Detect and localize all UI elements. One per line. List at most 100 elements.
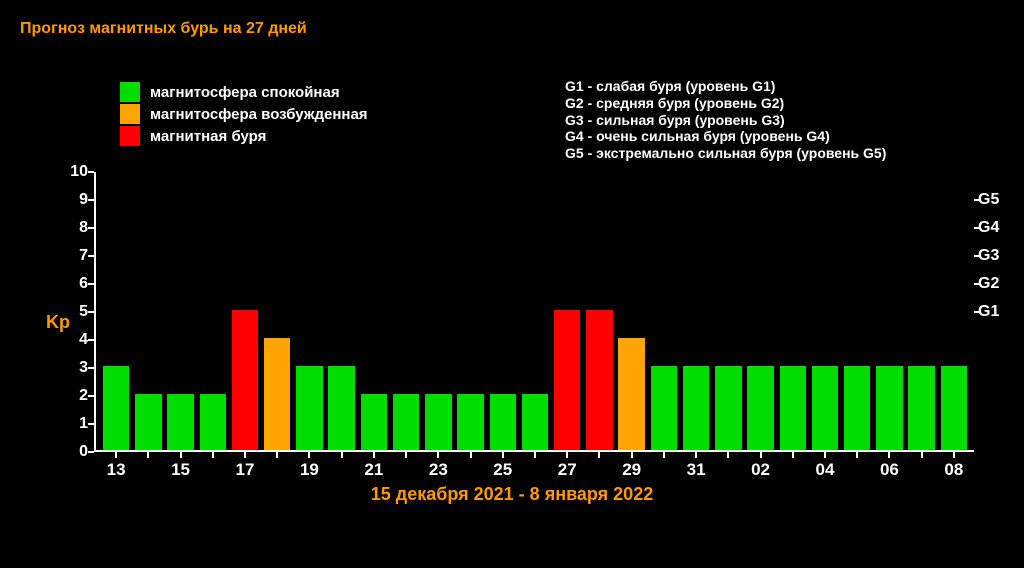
- chart-bar: [167, 394, 193, 450]
- g-tick-mark: [974, 311, 980, 313]
- y-tick-label: 7: [66, 247, 88, 265]
- chart-bar: [264, 338, 290, 450]
- y-tick-mark: [88, 283, 94, 285]
- x-tick-mark: [180, 452, 182, 458]
- x-tick-label: 08: [944, 460, 963, 480]
- chart-bar: [876, 366, 902, 450]
- x-tick-mark: [695, 452, 697, 458]
- chart-bar: [941, 366, 967, 450]
- g-level-line: G3 - сильная буря (уровень G3): [565, 112, 886, 129]
- y-tick-label: 5: [66, 303, 88, 321]
- y-tick-mark: [88, 255, 94, 257]
- legend-left: магнитосфера спокойная магнитосфера возбу…: [120, 82, 368, 148]
- g-tick-label: G1: [978, 303, 1004, 321]
- x-tick-mark: [888, 452, 890, 458]
- chart-bar: [328, 366, 354, 450]
- y-tick-label: 9: [66, 191, 88, 209]
- chart-bar: [780, 366, 806, 450]
- chart-bar: [844, 366, 870, 450]
- chart-bar: [908, 366, 934, 450]
- g-tick-mark: [974, 199, 980, 201]
- x-tick-mark: [534, 452, 536, 458]
- x-tick-mark: [212, 452, 214, 458]
- x-tick-mark: [147, 452, 149, 458]
- chart-bar: [747, 366, 773, 450]
- x-tick-label: 23: [429, 460, 448, 480]
- x-tick-mark: [437, 452, 439, 458]
- x-tick-mark: [856, 452, 858, 458]
- x-tick-mark: [760, 452, 762, 458]
- x-tick-label: 06: [880, 460, 899, 480]
- x-tick-mark: [598, 452, 600, 458]
- chart-bar: [812, 366, 838, 450]
- y-tick-mark: [88, 199, 94, 201]
- y-tick-label: 6: [66, 275, 88, 293]
- y-tick-label: 10: [66, 163, 88, 181]
- chart-bar: [393, 394, 419, 450]
- g-level-line: G2 - средняя буря (уровень G2): [565, 95, 886, 112]
- chart-bar: [457, 394, 483, 450]
- g-tick-label: G3: [978, 247, 1004, 265]
- x-tick-mark: [115, 452, 117, 458]
- g-tick-mark: [974, 255, 980, 257]
- g-level-line: G4 - очень сильная буря (уровень G4): [565, 128, 886, 145]
- chart-bar: [135, 394, 161, 450]
- x-tick-mark: [824, 452, 826, 458]
- x-tick-mark: [663, 452, 665, 458]
- chart-bar: [554, 310, 580, 450]
- legend-label: магнитосфера возбужденная: [150, 106, 368, 123]
- chart-bar: [586, 310, 612, 450]
- date-range-label: 15 декабря 2021 - 8 января 2022: [0, 484, 1024, 505]
- g-level-line: G1 - слабая буря (уровень G1): [565, 78, 886, 95]
- chart-bar: [522, 394, 548, 450]
- y-tick-mark: [88, 311, 94, 313]
- g-tick-label: G5: [978, 191, 1004, 209]
- y-tick-label: 2: [66, 387, 88, 405]
- legend-right: G1 - слабая буря (уровень G1)G2 - средня…: [565, 78, 886, 162]
- y-tick-mark: [88, 395, 94, 397]
- y-tick-mark: [88, 227, 94, 229]
- x-tick-mark: [244, 452, 246, 458]
- legend-swatch: [120, 126, 140, 146]
- y-tick-mark: [88, 339, 94, 341]
- chart-title: Прогноз магнитных бурь на 27 дней: [20, 20, 307, 38]
- chart-bar: [200, 394, 226, 450]
- chart-bar: [651, 366, 677, 450]
- g-tick-mark: [974, 227, 980, 229]
- legend-item: магнитосфера возбужденная: [120, 104, 368, 124]
- chart-bar: [296, 366, 322, 450]
- y-tick-mark: [88, 171, 94, 173]
- legend-swatch: [120, 104, 140, 124]
- x-tick-mark: [308, 452, 310, 458]
- chart-bar: [361, 394, 387, 450]
- x-tick-mark: [276, 452, 278, 458]
- y-tick-label: 4: [66, 331, 88, 349]
- y-tick-mark: [88, 451, 94, 453]
- y-tick-label: 3: [66, 359, 88, 377]
- legend-label: магнитная буря: [150, 128, 266, 145]
- g-tick-label: G4: [978, 219, 1004, 237]
- bar-chart: 012345678910G1G2G3G4G5131517192123252729…: [94, 172, 974, 452]
- x-tick-label: 31: [687, 460, 706, 480]
- x-tick-mark: [631, 452, 633, 458]
- legend-item: магнитная буря: [120, 126, 368, 146]
- legend-swatch: [120, 82, 140, 102]
- x-tick-mark: [566, 452, 568, 458]
- x-tick-mark: [470, 452, 472, 458]
- x-tick-label: 17: [236, 460, 255, 480]
- chart-bar: [103, 366, 129, 450]
- x-tick-mark: [341, 452, 343, 458]
- g-tick-label: G2: [978, 275, 1004, 293]
- y-tick-mark: [88, 367, 94, 369]
- g-level-line: G5 - экстремально сильная буря (уровень …: [565, 145, 886, 162]
- x-tick-mark: [953, 452, 955, 458]
- y-tick-label: 1: [66, 415, 88, 433]
- legend-label: магнитосфера спокойная: [150, 84, 340, 101]
- x-tick-mark: [405, 452, 407, 458]
- x-tick-label: 27: [558, 460, 577, 480]
- x-tick-label: 04: [816, 460, 835, 480]
- x-tick-label: 19: [300, 460, 319, 480]
- x-tick-mark: [921, 452, 923, 458]
- x-tick-label: 25: [493, 460, 512, 480]
- chart-bar: [232, 310, 258, 450]
